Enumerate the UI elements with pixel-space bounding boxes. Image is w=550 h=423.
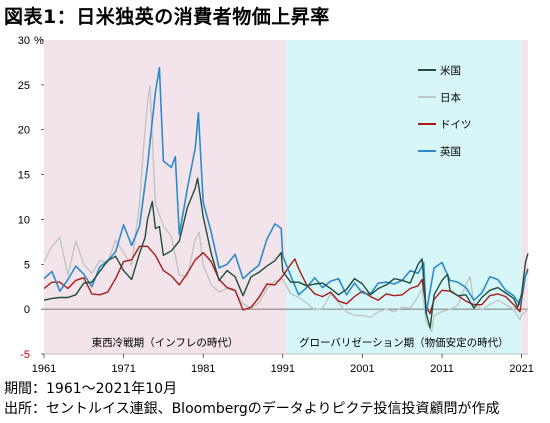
legend-label: 米国	[440, 64, 461, 77]
x-tick-label: 1961	[32, 363, 56, 375]
footer-period: 期間：1961～2021年10月	[4, 381, 178, 397]
y-axis: -5 0 5 10 15 20 25 30%	[18, 35, 528, 361]
x-tick-label: 1971	[111, 363, 135, 375]
series-line-英国	[43, 67, 529, 315]
era-regions	[44, 40, 528, 354]
era-region-0	[44, 40, 286, 354]
legend-label: 英国	[440, 145, 461, 158]
era-label-1: グローバリゼーション期（物価安定の時代）	[299, 336, 509, 349]
y-unit-label: %	[34, 35, 44, 47]
x-axis: 1961 1971 1981 1991 2001 2011 2021	[32, 353, 534, 375]
era-label-0: 東西冷戦期（インフレの時代）	[92, 336, 239, 349]
era-region-1	[286, 40, 522, 354]
legend-label: 日本	[440, 91, 461, 104]
x-tick-label: 1991	[271, 363, 295, 375]
y-tick-label: 20	[18, 125, 30, 137]
y-tick-label: 10	[18, 214, 30, 226]
x-tick-label: 2011	[430, 363, 454, 375]
x-tick-label: 2021	[509, 363, 533, 375]
y-tick-label: 5	[24, 259, 30, 271]
y-tick-label: -5	[20, 349, 30, 361]
y-tick-label: 25	[18, 80, 30, 92]
y-tick-label: 0	[24, 304, 30, 316]
series-lines	[43, 67, 529, 333]
era-region-2	[521, 40, 528, 354]
y-tick-label: 15	[18, 170, 30, 182]
legend-label: ドイツ	[440, 119, 472, 131]
y-tick-label: 30	[18, 35, 30, 47]
series-line-米国	[43, 177, 529, 329]
x-tick-label: 1981	[191, 363, 215, 375]
era-labels: 東西冷戦期（インフレの時代） グローバリゼーション期（物価安定の時代）	[92, 336, 509, 349]
x-tick-label: 2001	[350, 363, 374, 375]
footer-source: 出所：セントルイス連銀、Bloombergのデータよりピクテ投信投資顧問が作成	[4, 401, 500, 417]
page-title: 図表1：日米独英の消費者物価上昇率	[4, 6, 330, 28]
